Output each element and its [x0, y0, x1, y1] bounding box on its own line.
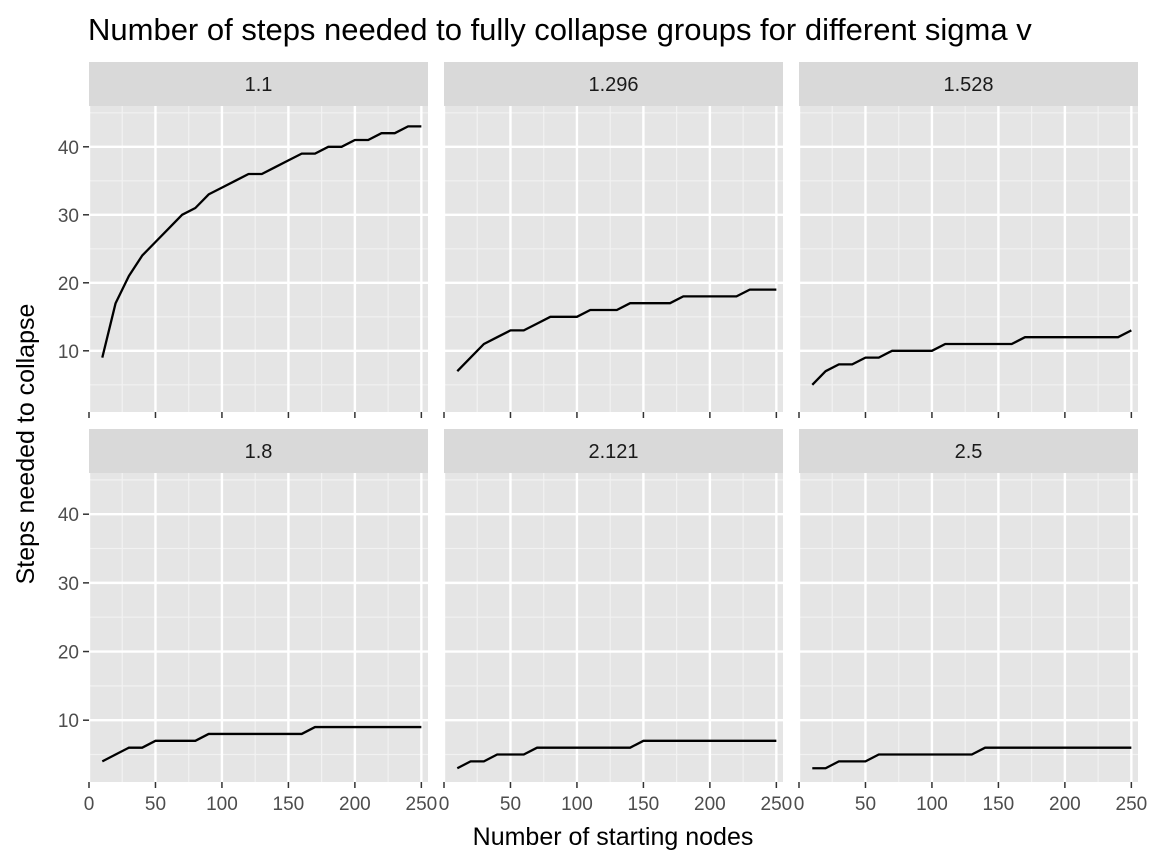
facet-panel-5: 2.121 0 50 100 150 200 250 — [439, 429, 792, 815]
series-line — [101, 725, 422, 763]
y-axis-title: Steps needed to collapse — [12, 304, 40, 585]
panel-background — [89, 106, 428, 412]
facet-strip-label: 1.8 — [245, 441, 273, 463]
x-axis-title: Number of starting nodes — [473, 823, 754, 851]
x-tick-label: 50 — [855, 794, 876, 815]
facet-strip — [799, 429, 1138, 473]
x-tick-label: 200 — [339, 794, 371, 815]
facet-strip — [799, 62, 1138, 106]
x-tick-label: 200 — [1049, 794, 1081, 815]
panel-background — [444, 106, 783, 412]
series-line — [811, 329, 1132, 386]
x-tick-label: 150 — [628, 794, 660, 815]
facet-panel-1: 1.1 10 20 30 40 — [58, 62, 428, 418]
x-tick-label: 0 — [84, 794, 95, 815]
y-tick-label: 10 — [58, 342, 79, 363]
facet-panel-2: 1.296 — [442, 62, 783, 418]
facet-strip — [444, 62, 783, 106]
facet-strip-label: 2.121 — [588, 441, 638, 463]
y-tick-label: 10 — [58, 711, 79, 732]
x-tick-label: 250 — [406, 794, 438, 815]
panel-background — [444, 473, 783, 782]
y-tick-label: 20 — [58, 274, 79, 295]
x-tick-label: 0 — [439, 794, 450, 815]
x-tick-label: 100 — [561, 794, 593, 815]
x-tick-label: 150 — [273, 794, 305, 815]
x-tick-label: 150 — [983, 794, 1015, 815]
series-line — [101, 125, 422, 358]
facet-panel-4: 1.8 10 20 30 40 0 50 100 150 200 250 — [58, 429, 437, 815]
facets-layer: 1.1 10 20 30 40 1.296 1.528 1.8 10 20 30 40 0 50 100 15… — [58, 62, 1147, 815]
x-tick-label: 100 — [916, 794, 948, 815]
y-tick-label: 20 — [58, 643, 79, 664]
y-tick-label: 40 — [58, 138, 79, 159]
facet-strip — [89, 429, 428, 473]
x-tick-label: 0 — [794, 794, 805, 815]
panel-background — [89, 473, 428, 782]
x-tick-label: 250 — [761, 794, 793, 815]
x-tick-label: 100 — [206, 794, 238, 815]
y-tick-label: 30 — [58, 574, 79, 595]
facet-strip-label: 1.1 — [245, 74, 273, 96]
y-tick-label: 30 — [58, 206, 79, 227]
series-line — [456, 739, 777, 770]
facet-strip — [89, 62, 428, 106]
chart-title: Number of steps needed to fully collapse… — [88, 12, 1032, 47]
x-tick-label: 50 — [145, 794, 166, 815]
panel-background — [799, 473, 1138, 782]
y-tick-label: 40 — [58, 505, 79, 526]
series-line — [812, 746, 1132, 770]
facet-strip — [444, 429, 783, 473]
x-tick-label: 50 — [500, 794, 521, 815]
x-tick-label: 250 — [1116, 794, 1148, 815]
facet-strip-label: 1.296 — [588, 74, 638, 96]
facet-strip-label: 1.528 — [943, 74, 993, 96]
x-tick-label: 200 — [694, 794, 726, 815]
series-line — [456, 288, 777, 373]
panel-background — [799, 106, 1138, 412]
facet-panel-3: 1.528 — [797, 62, 1138, 418]
facet-strip-label: 2.5 — [955, 441, 983, 463]
facet-panel-6: 2.5 0 50 100 150 200 250 — [794, 429, 1147, 815]
